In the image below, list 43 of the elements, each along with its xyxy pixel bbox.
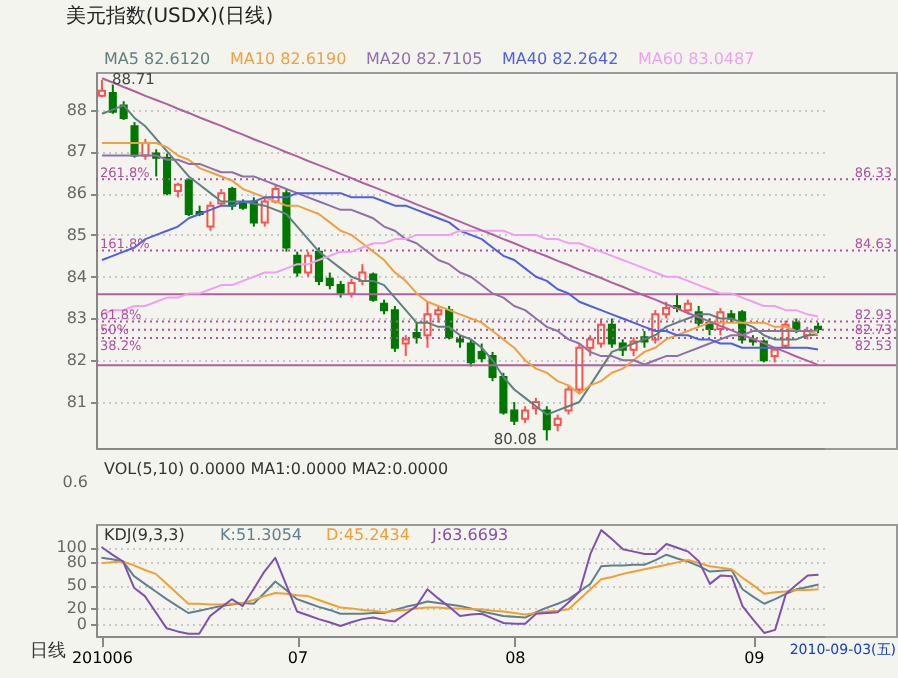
y-tick-label: 81	[66, 393, 87, 412]
y-tick-label: 85	[66, 225, 87, 244]
text: MA20 82.7105	[366, 50, 483, 68]
text: J:63.6693	[430, 526, 509, 544]
y-tick-label: 84	[66, 267, 87, 286]
line-series	[100, 229, 820, 318]
y-tick-label: 86	[66, 184, 87, 203]
text: D:45.2434	[326, 526, 410, 544]
text: MA60 83.0487	[638, 50, 755, 68]
x-tick-label: 201006	[71, 649, 133, 667]
chart-title: 美元指数(USDX)(日线)	[65, 4, 274, 28]
candlestick	[206, 200, 215, 232]
candlestick	[293, 250, 302, 278]
text: VOL(5,10) 0.0000 MA1:0.0000 MA2:0.0000	[104, 460, 449, 478]
y-tick-label: 83	[66, 309, 87, 328]
candlestick	[130, 121, 139, 159]
candlestick	[347, 277, 356, 299]
y-tick-label: 50	[66, 576, 87, 595]
text: MA5 82.6120	[104, 50, 211, 68]
text: 日线	[30, 640, 66, 662]
line-series	[100, 142, 820, 395]
y-tick-label: 100	[56, 538, 87, 557]
candlestick	[401, 334, 410, 358]
candlestick	[542, 405, 551, 442]
y-tick-label: 0	[76, 614, 87, 633]
candlestick	[163, 152, 172, 197]
candlestick	[412, 321, 421, 345]
y-tick-label: 88	[66, 100, 87, 119]
candlestick	[564, 384, 573, 416]
x-tick-label: 07	[287, 649, 309, 667]
y-tick-label: 20	[66, 599, 87, 618]
y-tick-label: 82	[66, 351, 87, 370]
chart-subtitle: KDJ(9,3,3)	[104, 526, 185, 544]
x-tick-label: 08	[505, 649, 526, 667]
line-series	[100, 529, 820, 635]
y-tick-label: 80	[66, 553, 87, 572]
text: MA10 82.6190	[230, 50, 347, 68]
text: 0.6	[62, 473, 88, 492]
candlestick	[304, 250, 313, 278]
text: K:51.3054	[220, 526, 303, 544]
x-tick-label: 09	[744, 649, 765, 667]
text: MA40 82.2642	[502, 50, 619, 68]
y-tick-label: 87	[66, 142, 87, 161]
